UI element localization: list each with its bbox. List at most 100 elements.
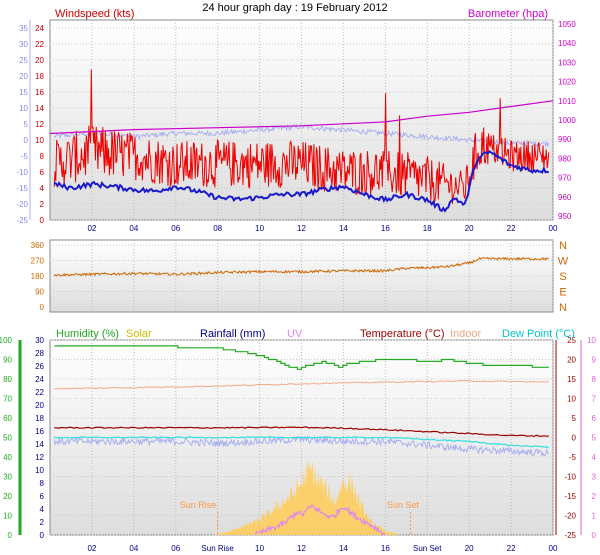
weather-x-tick: 10	[255, 544, 264, 553]
rainfall-tick: 20	[35, 401, 44, 410]
rainfall-label: Rainfall (mm)	[200, 328, 265, 340]
barometer-tick: 1040	[558, 39, 576, 48]
barometer-line	[49, 100, 554, 135]
direction-tick: 360	[31, 241, 45, 250]
windspeed-tick: 12	[35, 120, 44, 129]
barometer-tick: 960	[558, 193, 572, 202]
outer-temp-tick: 35	[19, 24, 28, 33]
outer-temp-tick: -5	[21, 152, 29, 161]
compass-tick: W	[558, 256, 569, 268]
chart-title: 24 hour graph day : 19 February 2012	[202, 2, 387, 14]
rainfall-tick: 14	[35, 440, 44, 449]
windspeed-tick: 10	[35, 136, 44, 145]
rainfall-tick: 22	[35, 388, 44, 397]
barometer-tick: 1000	[558, 116, 576, 125]
temperature-tick: 20	[567, 356, 576, 365]
rainfall-tick: 24	[35, 375, 44, 384]
wind-series	[49, 69, 554, 213]
outer-temp-tick: -25	[16, 216, 28, 225]
barometer-tick: 1020	[558, 78, 576, 87]
temperature-tick: 5	[572, 414, 577, 423]
windspeed-tick: 4	[40, 184, 45, 193]
humidity-tick: 40	[3, 453, 12, 462]
barometer-tick: 1030	[558, 58, 576, 67]
temperature-tick: 25	[567, 336, 576, 345]
uv-tick: 8	[592, 375, 597, 384]
uv-tick: 4	[592, 453, 597, 462]
temperature-tick: 0	[572, 434, 577, 443]
wind-x-tick: 14	[339, 224, 348, 233]
outer-temp-tick: -20	[16, 200, 28, 209]
outer-temp-tick: 30	[19, 40, 28, 49]
average-wind-line	[53, 150, 550, 213]
rainfall-tick: 30	[35, 336, 44, 345]
solar-label: Solar	[126, 328, 152, 340]
barometer-tick: 1010	[558, 97, 576, 106]
windspeed-tick: 2	[40, 200, 45, 209]
wind-x-tick: 02	[87, 224, 96, 233]
weather-x-tick: Sun Set	[413, 544, 442, 553]
windspeed-tick: 8	[40, 152, 45, 161]
temperature-tick: 15	[567, 375, 576, 384]
direction-tick: 270	[31, 257, 45, 266]
direction-tick: 0	[40, 303, 45, 312]
rainfall-tick: 0	[40, 531, 45, 540]
humidity-tick: 90	[3, 356, 12, 365]
uv-tick: 0	[592, 531, 597, 540]
uv-tick: 2	[592, 492, 597, 501]
temperature-tick: -10	[564, 473, 576, 482]
weather-x-tick: 12	[297, 544, 306, 553]
weather-x-tick: 00	[549, 544, 558, 553]
outer-temp-tick: -15	[16, 184, 28, 193]
uv-tick: 10	[587, 336, 596, 345]
humidity-tick: 0	[8, 531, 13, 540]
weather-x-tick: 14	[339, 544, 348, 553]
outer-temp-tick: 0	[24, 136, 29, 145]
axis-tick-labels: 0-252-204-156-108-5100125141016151820202…	[0, 20, 597, 553]
windspeed-axis-label: Windspeed (kts)	[55, 8, 134, 20]
uv-tick: 3	[592, 473, 597, 482]
outer-temp-tick: 25	[19, 56, 28, 65]
humidity-label: Humidity (%)	[56, 328, 119, 340]
compass-tick: E	[559, 287, 566, 299]
temperature-tick: -5	[569, 453, 577, 462]
humidity-tick: 10	[3, 512, 12, 521]
dewpoint-label: Dew Point (°C)	[502, 328, 575, 340]
outer-temp-tick: -10	[16, 168, 28, 177]
direction-tick: 180	[31, 272, 45, 281]
temperature-label: Temperature (°C)	[360, 328, 444, 340]
uv-tick: 6	[592, 414, 597, 423]
windspeed-tick: 0	[40, 216, 45, 225]
wind-x-tick: 04	[129, 224, 138, 233]
rainfall-tick: 6	[40, 492, 45, 501]
temperature-line	[54, 426, 549, 438]
windspeed-line	[53, 69, 550, 204]
humidity-tick: 50	[3, 434, 12, 443]
rainfall-tick: 8	[40, 479, 45, 488]
weather-x-tick: 02	[87, 544, 96, 553]
windspeed-tick: 24	[35, 24, 44, 33]
direction-tick: 90	[35, 288, 44, 297]
humidity-tick: 70	[3, 395, 12, 404]
barometer-tick: 970	[558, 174, 572, 183]
windspeed-tick: 20	[35, 56, 44, 65]
weather-x-tick: 16	[381, 544, 390, 553]
compass-tick: S	[559, 271, 566, 283]
wind-x-tick: 20	[465, 224, 474, 233]
windspeed-tick: 14	[35, 104, 44, 113]
humidity-line	[54, 345, 549, 370]
outer-temp-tick: 5	[24, 120, 29, 129]
windspeed-tick: 18	[35, 72, 44, 81]
humidity-tick: 80	[3, 375, 12, 384]
rainfall-tick: 16	[35, 427, 44, 436]
temperature-tick: 10	[567, 395, 576, 404]
barometer-tick: 980	[558, 154, 572, 163]
compass-tick: N	[559, 240, 567, 252]
uv-tick: 5	[592, 434, 597, 443]
indoor-line	[54, 379, 549, 390]
uv-line	[254, 504, 386, 537]
windspeed-tick: 16	[35, 88, 44, 97]
rainfall-tick: 12	[35, 453, 44, 462]
rainfall-tick: 28	[35, 349, 44, 358]
